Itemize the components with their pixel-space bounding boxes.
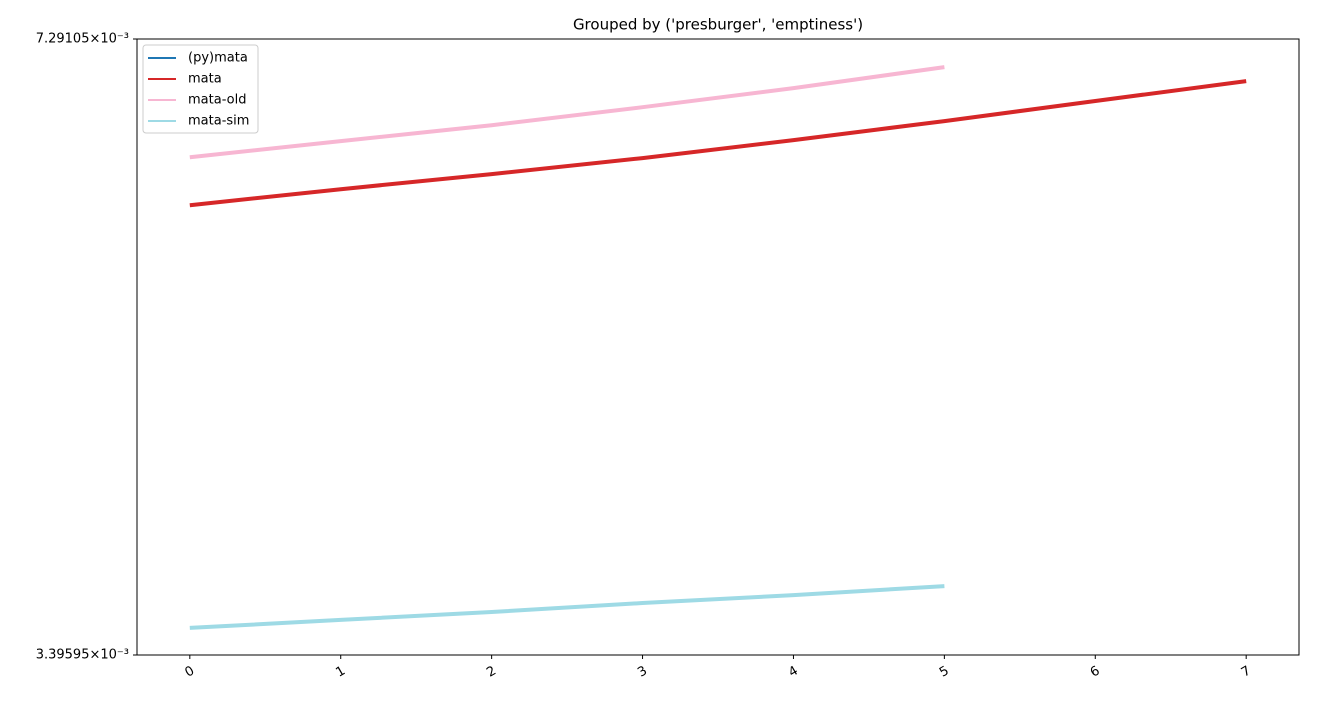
- legend-label: mata-sim: [188, 114, 249, 129]
- data-line: [189, 584, 945, 630]
- legend-label: (py)mata: [188, 51, 248, 66]
- legend: (py)mata mata mata-old mata-sim: [142, 44, 259, 134]
- data-line: [189, 79, 1247, 208]
- plot-frame: [136, 38, 1300, 656]
- legend-box: [142, 44, 259, 134]
- y-tick-label: 3.39595×10⁻³: [36, 648, 129, 663]
- y-tick-label: 7.29105×10⁻³: [36, 32, 129, 47]
- data-line: [189, 65, 945, 160]
- legend-label: mata-old: [188, 93, 246, 108]
- chart-title: Grouped by ('presburger', 'emptiness'): [573, 16, 863, 34]
- legend-label: mata: [188, 72, 222, 87]
